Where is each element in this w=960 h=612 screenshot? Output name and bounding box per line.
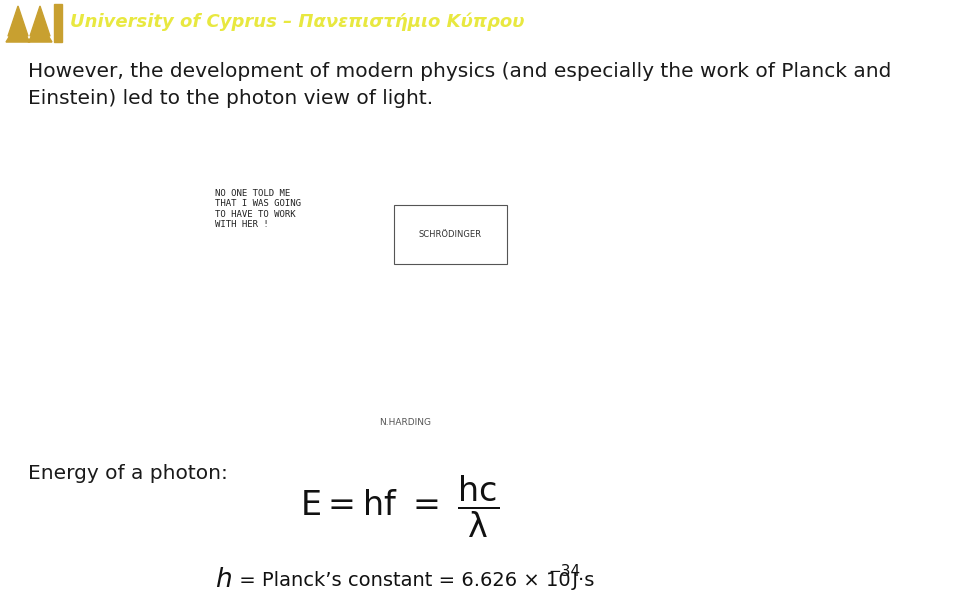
Text: $\mathrm{E = hf\ =\ \dfrac{hc}{\lambda}}$: $\mathrm{E = hf\ =\ \dfrac{hc}{\lambda}}… xyxy=(300,474,499,540)
Text: 15: 15 xyxy=(921,12,950,32)
Text: However, the development of modern physics (and especially the work of Planck an: However, the development of modern physi… xyxy=(28,62,892,81)
Bar xyxy=(145,159,625,439)
Bar xyxy=(54,4,62,42)
Text: Einstein) led to the photon view of light.: Einstein) led to the photon view of ligh… xyxy=(28,89,433,108)
Text: $\mathit{h}$: $\mathit{h}$ xyxy=(215,567,232,593)
Text: Energy of a photon:: Energy of a photon: xyxy=(28,464,228,483)
Text: −34: −34 xyxy=(548,564,580,580)
Polygon shape xyxy=(28,22,52,42)
Text: SCHRÖDINGER: SCHRÖDINGER xyxy=(419,230,482,239)
Text: J·s: J·s xyxy=(566,570,594,589)
Text: University of Cyprus – Πανεπιστήμιο Κύπρου: University of Cyprus – Πανεπιστήμιο Κύπρ… xyxy=(70,13,524,31)
Text: N.HARDING: N.HARDING xyxy=(379,418,431,427)
Text: NO ONE TOLD ME
THAT I WAS GOING
TO HAVE TO WORK
WITH HER !: NO ONE TOLD ME THAT I WAS GOING TO HAVE … xyxy=(215,189,301,230)
Polygon shape xyxy=(6,22,30,42)
Text: = Planck’s constant = 6.626 × 10: = Planck’s constant = 6.626 × 10 xyxy=(233,570,570,589)
Polygon shape xyxy=(30,6,50,36)
Polygon shape xyxy=(8,6,28,36)
